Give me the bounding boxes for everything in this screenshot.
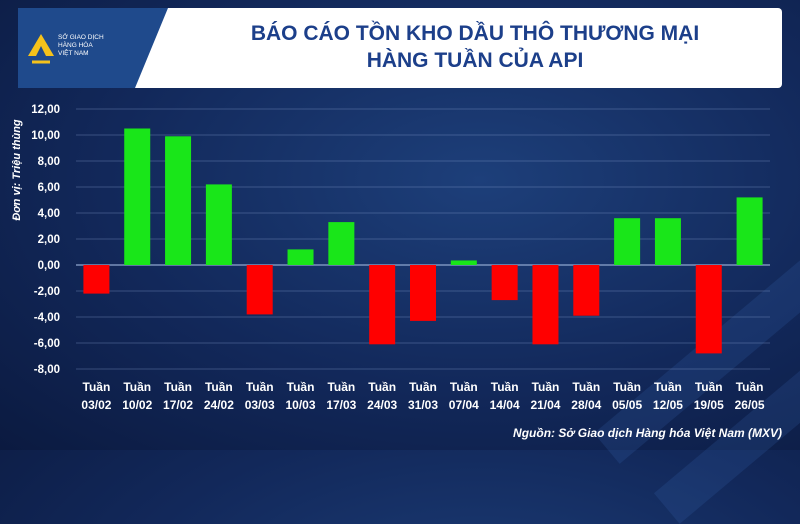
x-tick-label-date: 12/05 <box>653 398 683 412</box>
x-tick-label-week: Tuần <box>205 380 233 394</box>
y-tick-label: -4,00 <box>34 312 60 324</box>
bar <box>369 265 396 345</box>
y-tick-label: -2,00 <box>34 286 60 298</box>
x-tick-label-week: Tuần <box>613 380 641 394</box>
x-tick-label-date: 05/05 <box>612 398 642 412</box>
logo-line-1: Sở Giao dịch <box>58 34 104 41</box>
bar <box>491 265 518 301</box>
x-tick-label-week: Tuần <box>695 380 723 394</box>
x-tick-label-date: 24/03 <box>367 398 397 412</box>
header-banner: Sở Giao dịch Hàng hóa Việt Nam BÁO CÁO T… <box>18 8 782 88</box>
y-tick-label: 8,00 <box>38 156 60 168</box>
x-tick-label-week: Tuần <box>287 380 315 394</box>
logo-line-3: Việt Nam <box>58 50 89 57</box>
x-tick-label-date: 03/02 <box>81 398 111 412</box>
bar <box>165 136 192 265</box>
y-tick-label: 0,00 <box>38 260 60 272</box>
x-tick-label-week: Tuần <box>164 380 192 394</box>
x-tick-label-date: 14/04 <box>490 398 520 412</box>
x-tick-label-week: Tuần <box>654 380 682 394</box>
source-note: Nguồn: Sở Giao dịch Hàng hóa Việt Nam (M… <box>513 426 782 440</box>
bar <box>287 249 314 265</box>
bar <box>654 218 681 265</box>
x-tick-label-date: 26/05 <box>735 398 765 412</box>
y-tick-label: 6,00 <box>38 182 60 194</box>
logo-text: Sở Giao dịch Hàng hóa Việt Nam <box>58 34 128 58</box>
x-tick-label-week: Tuần <box>123 380 151 394</box>
bar <box>450 260 477 265</box>
bar <box>246 265 273 315</box>
x-tick-label-date: 10/02 <box>122 398 152 412</box>
bar-chart: 12,00 10,00 8,00 6,00 4,00 2,00 0,00 -2,00 -4,00… <box>31 104 770 412</box>
x-tick-label-week: Tuần <box>572 380 600 394</box>
y-tick-label: 12,00 <box>31 104 60 116</box>
bar <box>124 128 151 265</box>
x-tick-label-date: 21/04 <box>530 398 560 412</box>
y-axis-label: Đơn vị: Triệu thùng <box>11 119 23 221</box>
logo-line-2: Hàng hóa <box>58 42 93 49</box>
x-tick-label-week: Tuần <box>450 380 478 394</box>
x-tick-label-date: 31/03 <box>408 398 438 412</box>
y-tick-label: 10,00 <box>31 130 60 142</box>
x-tick-label-date: 17/02 <box>163 398 193 412</box>
x-tick-label-week: Tuần <box>368 380 396 394</box>
x-tick-label-week: Tuần <box>532 380 560 394</box>
logo-emblem-icon <box>28 34 54 64</box>
x-tick-label-date: 19/05 <box>694 398 724 412</box>
bar <box>328 222 355 265</box>
x-tick-label-date: 10/03 <box>286 398 316 412</box>
x-tick-label-date: 28/04 <box>571 398 601 412</box>
x-tick-label-week: Tuần <box>409 380 437 394</box>
x-tick-label-week: Tuần <box>491 380 519 394</box>
x-tick-label-date: 07/04 <box>449 398 479 412</box>
x-tick-label-week: Tuần <box>246 380 274 394</box>
bar <box>614 218 641 265</box>
x-tick-label-date: 17/03 <box>326 398 356 412</box>
x-tick-label-week: Tuần <box>327 380 355 394</box>
bar <box>573 265 600 316</box>
x-tick-label-week: Tuần <box>736 380 764 394</box>
bar <box>695 265 722 354</box>
bar <box>83 265 110 294</box>
y-tick-label: -8,00 <box>34 364 60 376</box>
x-tick-label-week: Tuần <box>83 380 111 394</box>
bar <box>532 265 559 345</box>
bar <box>410 265 436 321</box>
chart-title-line-1: BÁO CÁO TỒN KHO DẦU THÔ THƯƠNG MẠI <box>250 22 700 45</box>
bar <box>205 184 232 265</box>
chart-title: BÁO CÁO TỒN KHO DẦU THÔ THƯƠNG MẠI HÀNG … <box>168 20 782 74</box>
bar <box>736 197 763 265</box>
y-tick-label: -6,00 <box>34 338 60 350</box>
x-tick-label-date: 03/03 <box>245 398 275 412</box>
y-tick-label: 2,00 <box>38 234 60 246</box>
y-tick-label: 4,00 <box>38 208 60 220</box>
chart-title-line-2: HÀNG TUẦN CỦA API <box>366 49 584 72</box>
x-tick-label-date: 24/02 <box>204 398 234 412</box>
